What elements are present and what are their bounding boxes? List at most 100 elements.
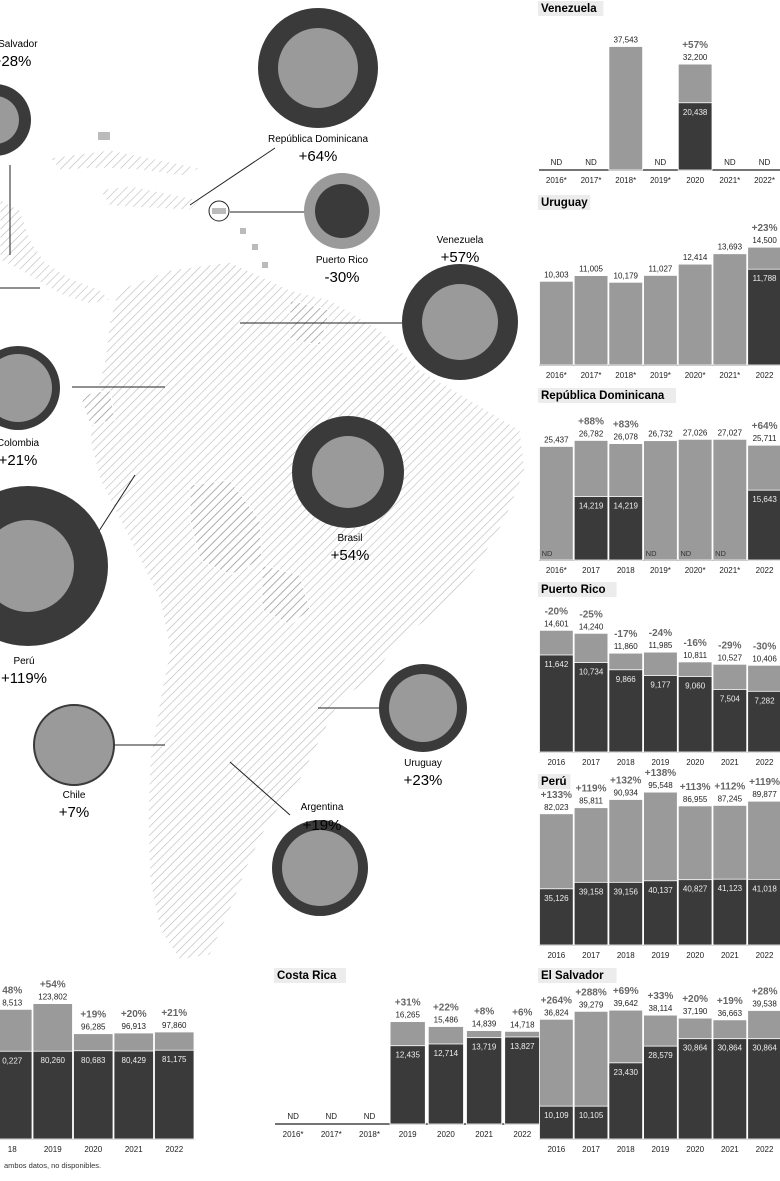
bar-inner-label: 20,438 bbox=[683, 108, 708, 117]
map-label-change: +23% bbox=[404, 772, 443, 789]
bar-value-label: 89,877 bbox=[752, 790, 777, 799]
bar-inner-label: 14,219 bbox=[579, 502, 604, 511]
category-label: 2022 bbox=[513, 1130, 531, 1139]
bar-secondary bbox=[712, 689, 748, 753]
chart-title-bg bbox=[538, 1, 604, 16]
category-label: 2017 bbox=[582, 566, 600, 575]
bar-value-label: 26,782 bbox=[579, 429, 604, 438]
bar-secondary bbox=[747, 690, 780, 753]
category-label: 2022 bbox=[756, 371, 774, 380]
category-label: 2022 bbox=[756, 1145, 774, 1154]
category-label: 2018* bbox=[615, 371, 636, 380]
category-label: 2018 bbox=[617, 566, 635, 575]
bar-secondary bbox=[677, 676, 713, 753]
bar-value-label: 14,240 bbox=[579, 622, 604, 631]
bar-inner-label: 80,683 bbox=[81, 1056, 106, 1065]
chart-title: Puerto Rico bbox=[541, 584, 606, 596]
map-label-change: +54% bbox=[331, 547, 370, 564]
bar-secondary bbox=[0, 1050, 33, 1140]
change-label: -25% bbox=[579, 609, 602, 620]
bar-value-label: 39,279 bbox=[579, 1000, 604, 1009]
map-label-name: Chile bbox=[63, 790, 86, 801]
cuba-shape bbox=[49, 149, 202, 177]
bar-value-label: 15,486 bbox=[434, 1016, 459, 1025]
bar-value-label: 85,811 bbox=[579, 797, 603, 806]
bar-chart: Perú 82,023 35,126 +133% 2016 85,811 39,158 +11… bbox=[538, 768, 780, 960]
category-label: 2021 bbox=[475, 1130, 493, 1139]
footnote: ambos datos, no disponibles. bbox=[4, 1161, 101, 1170]
bar-value-label: 39,538 bbox=[752, 1000, 777, 1009]
change-label: +31% bbox=[395, 998, 421, 1009]
bar-chart: Venezuela ND 2016* ND 2017* 37,543 2018* ND 2019… bbox=[538, 1, 780, 185]
change-label: -17% bbox=[614, 629, 637, 640]
chart-title-bg bbox=[538, 195, 591, 210]
island-shape bbox=[262, 262, 268, 268]
change-label: +57% bbox=[682, 40, 708, 51]
map-label-name: Venezuela bbox=[437, 235, 484, 246]
bar-value-label: 10,527 bbox=[718, 653, 743, 662]
bar-value-label: 14,500 bbox=[752, 236, 777, 245]
bar-inner-label: 12,714 bbox=[434, 1049, 459, 1058]
category-label: 2021 bbox=[721, 951, 739, 960]
map-label-change: +119% bbox=[1, 670, 47, 687]
category-label: 2016 bbox=[547, 1145, 565, 1154]
bar-inner-label: 40,827 bbox=[683, 885, 708, 894]
change-label: +64% bbox=[752, 421, 778, 432]
bar-value-label: 14,839 bbox=[472, 1020, 497, 1029]
category-label: 2022 bbox=[756, 951, 774, 960]
category-label: 2017 bbox=[582, 758, 600, 767]
map-label-name: Uruguay bbox=[404, 758, 442, 769]
bar-secondary bbox=[643, 1045, 678, 1140]
bar-secondary bbox=[608, 496, 644, 561]
bar-secondary bbox=[573, 881, 609, 946]
bar-value-label: 25,711 bbox=[753, 434, 777, 443]
category-label: 2017* bbox=[581, 371, 602, 380]
category-label: 2020 bbox=[686, 758, 704, 767]
chart-title: República Dominicana bbox=[541, 390, 665, 402]
category-label: 2022 bbox=[756, 566, 774, 575]
nd-label: ND bbox=[585, 158, 597, 167]
change-label: +23% bbox=[752, 223, 778, 234]
bar-value-label: 13,693 bbox=[718, 243, 743, 252]
bar-inner-label: 35,126 bbox=[544, 894, 569, 903]
bar-chart: Puerto Rico 14,601 11,642 -20% 2016 14,240 10,… bbox=[538, 582, 780, 767]
change-label: +6% bbox=[512, 1007, 532, 1018]
category-label: 2019* bbox=[650, 566, 671, 575]
bar-value-label: 87,245 bbox=[718, 794, 743, 803]
bar-inner-label: 80,260 bbox=[41, 1056, 66, 1065]
bar-inner-label: 10,105 bbox=[579, 1111, 604, 1120]
bar-inner-label: 14,219 bbox=[614, 502, 639, 511]
nd-label: ND bbox=[364, 1112, 376, 1121]
bar-chart: República Dominicana 25,437 ND 2016* 26,782 1… bbox=[538, 388, 780, 575]
bar-secondary bbox=[747, 1038, 780, 1140]
map-label-change: +7% bbox=[59, 804, 89, 821]
bar-total bbox=[608, 46, 644, 171]
category-label: 2018 bbox=[617, 1145, 635, 1154]
bar-secondary bbox=[73, 1050, 114, 1140]
category-label: 2018* bbox=[359, 1130, 380, 1139]
change-label: -29% bbox=[718, 640, 741, 651]
puerto-rico-marker bbox=[208, 200, 230, 222]
map-label-name: El Salvador bbox=[0, 39, 38, 50]
map: El Salvador +28% República Dominicana +6… bbox=[0, 8, 526, 961]
nd-label: ND bbox=[655, 158, 667, 167]
bar-value-label: 36,663 bbox=[718, 1009, 743, 1018]
bar-value-label: 27,027 bbox=[718, 428, 743, 437]
bar-secondary bbox=[608, 669, 644, 753]
change-label: +28% bbox=[752, 987, 778, 998]
category-label: 2017 bbox=[582, 951, 600, 960]
chart-title-bg bbox=[538, 968, 617, 983]
bar-secondary bbox=[573, 1105, 609, 1140]
change-label: 48% bbox=[2, 985, 22, 996]
category-label: 2020* bbox=[685, 566, 706, 575]
change-label: +54% bbox=[40, 980, 66, 991]
bar-inner-label: 28,579 bbox=[648, 1051, 673, 1060]
bar-secondary bbox=[677, 1038, 713, 1140]
category-label: 2020 bbox=[686, 951, 704, 960]
bar-inner-label: 9,177 bbox=[650, 681, 671, 690]
category-label: 2019* bbox=[650, 176, 671, 185]
bar-secondary bbox=[643, 675, 678, 753]
category-label: 2019 bbox=[652, 951, 670, 960]
ecuador-shape bbox=[79, 389, 116, 426]
bar-inner-label: 7,504 bbox=[720, 694, 741, 703]
